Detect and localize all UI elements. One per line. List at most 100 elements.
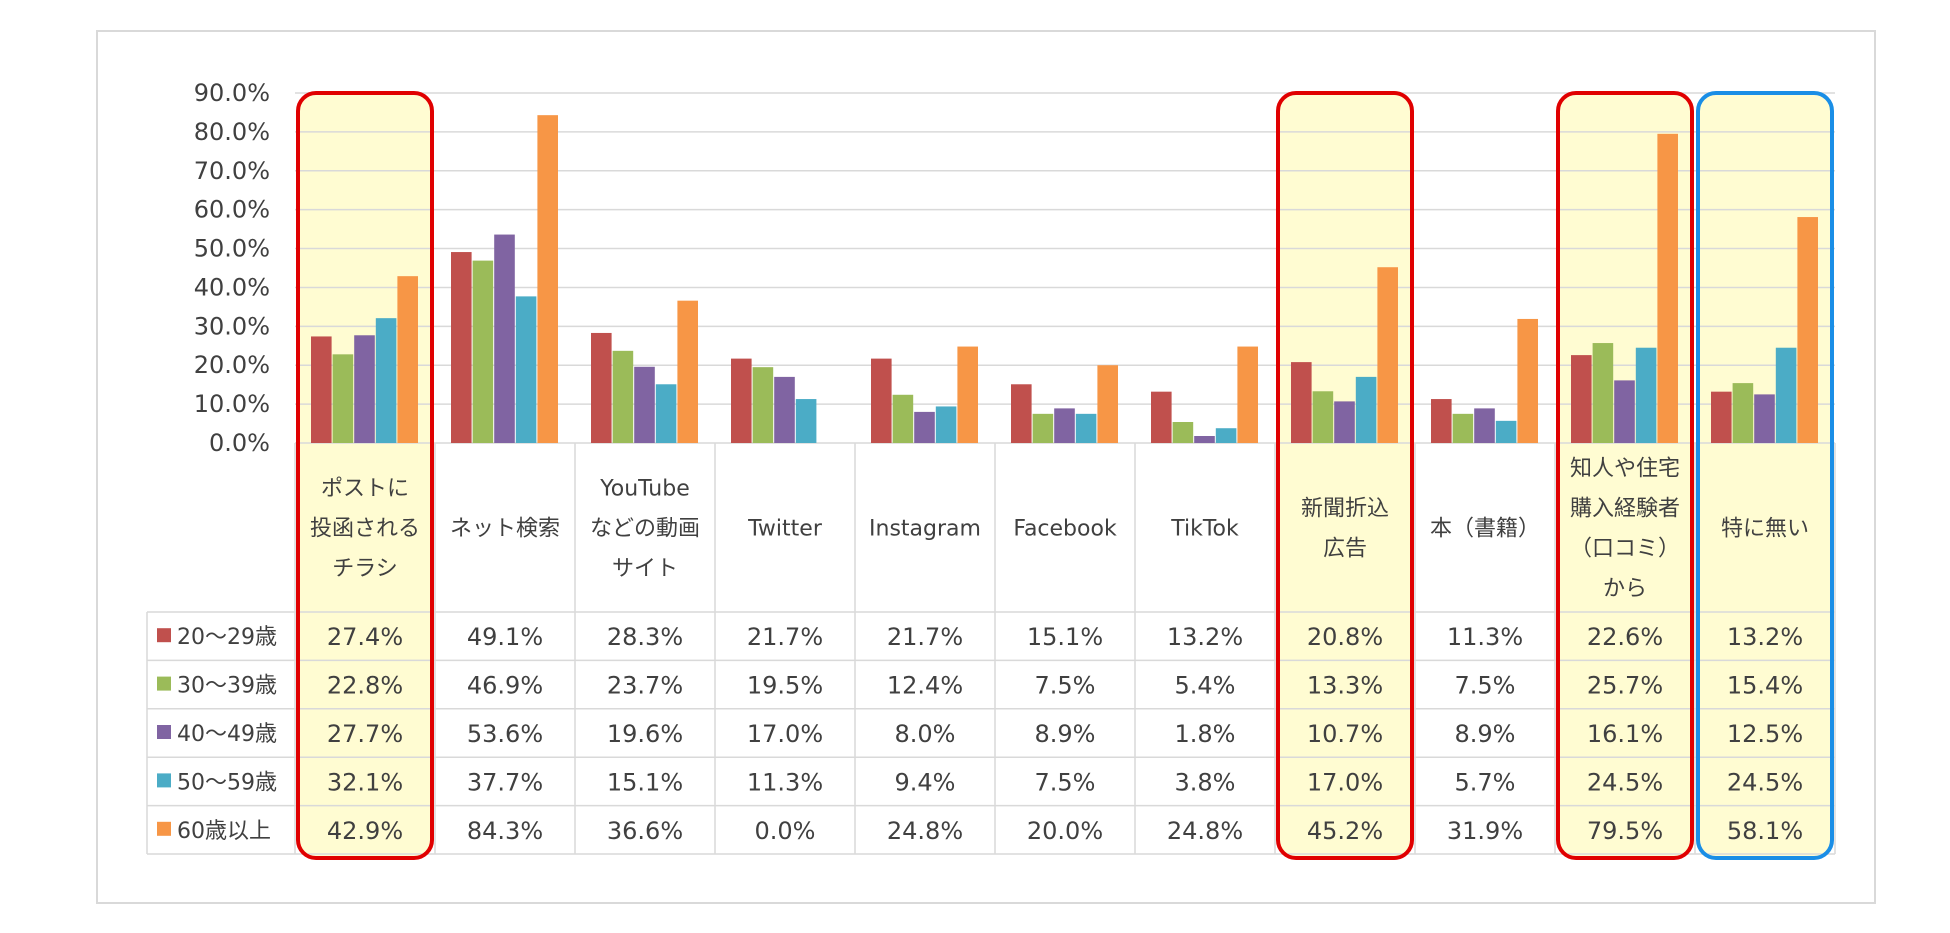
bar-2-7 [1334, 401, 1355, 443]
bar-4-2 [677, 300, 698, 443]
data-cell: 15.1% [607, 768, 683, 796]
data-cell: 42.9% [327, 817, 403, 845]
category-label: TikTok [1170, 517, 1239, 542]
category-label: チラシ [332, 557, 398, 582]
category-label: から [1603, 577, 1647, 602]
y-tick-label: 50.0% [194, 235, 270, 263]
data-cell: 53.6% [467, 720, 543, 748]
y-tick-label: 90.0% [194, 79, 270, 107]
data-cell: 21.7% [887, 623, 963, 651]
data-cell: 9.4% [895, 768, 956, 796]
bar-3-9 [1635, 347, 1657, 443]
bar-0-4 [871, 358, 892, 443]
bar-3-6 [1215, 428, 1237, 443]
bar-3-0 [375, 318, 397, 443]
data-cell: 15.4% [1727, 672, 1803, 700]
bar-0-2 [591, 332, 612, 443]
bar-0-7 [1291, 362, 1312, 443]
y-tick-label: 10.0% [194, 390, 270, 418]
bar-4-8 [1517, 318, 1538, 443]
data-cell: 49.1% [467, 623, 543, 651]
bar-1-3 [752, 367, 774, 443]
data-cell: 27.7% [327, 720, 403, 748]
data-cell: 11.3% [1447, 623, 1523, 651]
category-label: ネット検索 [450, 517, 560, 542]
highlight-outline-10 [1696, 91, 1834, 860]
legend-swatch-2 [157, 725, 171, 739]
bar-0-6 [1151, 391, 1172, 443]
category-label: Facebook [1013, 517, 1117, 542]
bar-3-4 [935, 406, 957, 443]
bar-4-0 [397, 276, 418, 443]
highlight-outline-9 [1556, 91, 1694, 860]
data-cell: 17.0% [1307, 768, 1383, 796]
data-cell: 58.1% [1727, 817, 1803, 845]
y-tick-label: 30.0% [194, 312, 270, 340]
data-cell: 19.6% [607, 720, 683, 748]
category-label: Instagram [869, 517, 981, 542]
bar-1-5 [1032, 413, 1054, 443]
legend-label: 50〜59歳 [177, 770, 277, 795]
data-cell: 5.7% [1455, 768, 1516, 796]
category-label: 特に無い [1721, 517, 1809, 542]
data-cell: 20.0% [1027, 817, 1103, 845]
legend-label: 60歳以上 [177, 819, 271, 844]
data-cell: 12.4% [887, 672, 963, 700]
data-cell: 46.9% [467, 672, 543, 700]
bar-2-5 [1054, 408, 1075, 443]
bar-2-2 [634, 366, 655, 443]
bar-2-4 [914, 411, 935, 443]
y-tick-label: 80.0% [194, 118, 270, 146]
category-label: 広告 [1323, 537, 1367, 562]
data-cell: 7.5% [1455, 672, 1516, 700]
y-tick-label: 0.0% [209, 429, 270, 457]
bar-2-10 [1754, 394, 1775, 443]
legend-label: 20〜29歳 [177, 625, 277, 650]
bar-3-5 [1075, 413, 1097, 443]
category-label: などの動画 [590, 517, 700, 542]
category-label: YouTube [599, 477, 689, 502]
data-cell: 5.4% [1175, 672, 1236, 700]
data-cell: 31.9% [1447, 817, 1523, 845]
bar-0-10 [1711, 391, 1732, 443]
legend-swatch-3 [157, 773, 171, 788]
legend-swatch-4 [157, 821, 171, 836]
bar-3-1 [515, 296, 537, 443]
y-tick-label: 40.0% [194, 273, 270, 301]
bar-1-4 [892, 394, 914, 443]
data-cell: 7.5% [1035, 768, 1096, 796]
bar-4-7 [1377, 267, 1398, 443]
category-label: 投函される [310, 517, 420, 542]
data-cell: 36.6% [607, 817, 683, 845]
data-cell: 32.1% [327, 768, 403, 796]
data-cell: 28.3% [607, 623, 683, 651]
category-label: 新聞折込 [1301, 497, 1389, 522]
data-cell: 24.5% [1727, 768, 1803, 796]
bar-3-3 [795, 399, 817, 443]
data-cell: 24.8% [1167, 817, 1243, 845]
data-cell: 27.4% [327, 623, 403, 651]
bar-1-8 [1452, 413, 1474, 443]
bar-1-2 [612, 350, 634, 443]
data-cell: 15.1% [1027, 623, 1103, 651]
data-cell: 8.9% [1035, 720, 1096, 748]
bar-1-0 [332, 354, 354, 443]
data-cell: 7.5% [1035, 672, 1096, 700]
bar-2-9 [1614, 380, 1635, 443]
data-cell: 25.7% [1587, 672, 1663, 700]
y-tick-label: 20.0% [194, 351, 270, 379]
bar-0-3 [731, 358, 752, 443]
bar-0-0 [311, 336, 332, 443]
category-label: （口コミ） [1570, 537, 1680, 562]
data-cell: 20.8% [1307, 623, 1383, 651]
legend-label: 40〜49歳 [177, 722, 277, 747]
bar-4-10 [1797, 217, 1818, 443]
data-cell: 21.7% [747, 623, 823, 651]
category-label: サイト [612, 557, 678, 582]
data-cell: 12.5% [1727, 720, 1803, 748]
data-cell: 11.3% [747, 768, 823, 796]
bar-2-0 [354, 335, 375, 443]
bar-0-9 [1571, 355, 1592, 443]
bar-4-4 [957, 346, 978, 443]
